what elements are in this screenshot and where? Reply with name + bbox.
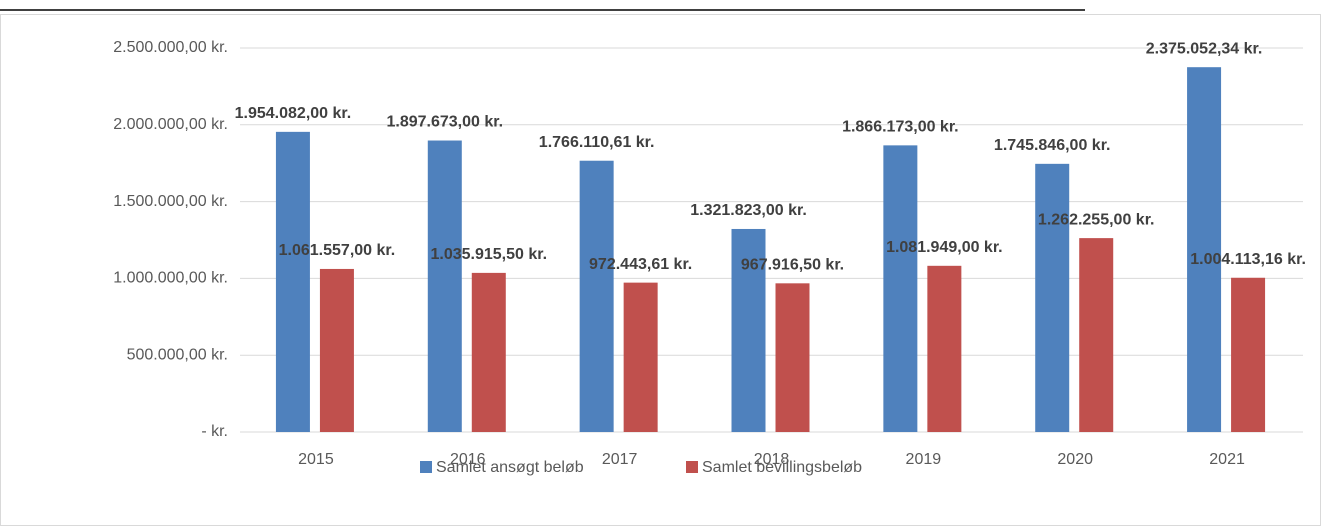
data-label: 1.081.949,00 kr.: [886, 239, 1003, 256]
bar: [623, 282, 658, 432]
data-label: 1.004.113,16 kr.: [1190, 251, 1306, 268]
data-label: 1.035.915,50 kr.: [431, 246, 548, 263]
data-label: 967.916,50 kr.: [741, 257, 844, 274]
data-label: 1.766.110,61 kr.: [539, 134, 655, 151]
data-label: 972.443,61 kr.: [589, 256, 692, 273]
y-tick-label: 1.000.000,00 kr.: [113, 270, 228, 287]
y-tick-label: 2.500.000,00 kr.: [113, 39, 228, 56]
data-label: 1.745.846,00 kr.: [994, 137, 1111, 154]
x-tick-label: 2021: [1209, 451, 1245, 468]
legend-label: Samlet bevillingsbeløb: [702, 459, 862, 476]
data-label: 1.262.255,00 kr.: [1038, 211, 1155, 228]
x-tick-label: 2019: [906, 451, 942, 468]
y-tick-label: 2.000.000,00 kr.: [113, 116, 228, 133]
bar: [1231, 277, 1266, 432]
data-label: 1.321.823,00 kr.: [690, 202, 807, 219]
data-label: 2.375.052,34 kr.: [1146, 40, 1263, 57]
data-label: 1.897.673,00 kr.: [387, 114, 504, 131]
x-tick-label: 2016: [450, 451, 486, 468]
data-label: 1.866.173,00 kr.: [842, 119, 959, 136]
y-tick-label: 1.500.000,00 kr.: [113, 193, 228, 210]
bar: [579, 160, 614, 432]
bar: [1079, 238, 1114, 432]
bar: [731, 228, 766, 432]
bar: [319, 268, 354, 432]
x-tick-label: 2020: [1057, 451, 1093, 468]
legend-swatch: [420, 461, 432, 473]
bar: [1035, 163, 1070, 432]
x-tick-label: 2018: [754, 451, 790, 468]
bar: [427, 140, 462, 432]
data-label: 1.954.082,00 kr.: [235, 105, 352, 122]
x-tick-label: 2017: [602, 451, 638, 468]
bar: [275, 131, 310, 432]
y-tick-label: 500.000,00 kr.: [127, 346, 228, 363]
bar: [927, 265, 962, 432]
bar: [883, 145, 918, 432]
legend-swatch: [686, 461, 698, 473]
bar: [775, 283, 810, 432]
legend-label: Samlet ansøgt beløb: [436, 459, 584, 476]
data-label: 1.061.557,00 kr.: [279, 242, 396, 259]
y-tick-label: - kr.: [201, 423, 228, 440]
bar: [471, 272, 506, 432]
bar: [1187, 67, 1222, 433]
x-tick-label: 2015: [298, 451, 334, 468]
